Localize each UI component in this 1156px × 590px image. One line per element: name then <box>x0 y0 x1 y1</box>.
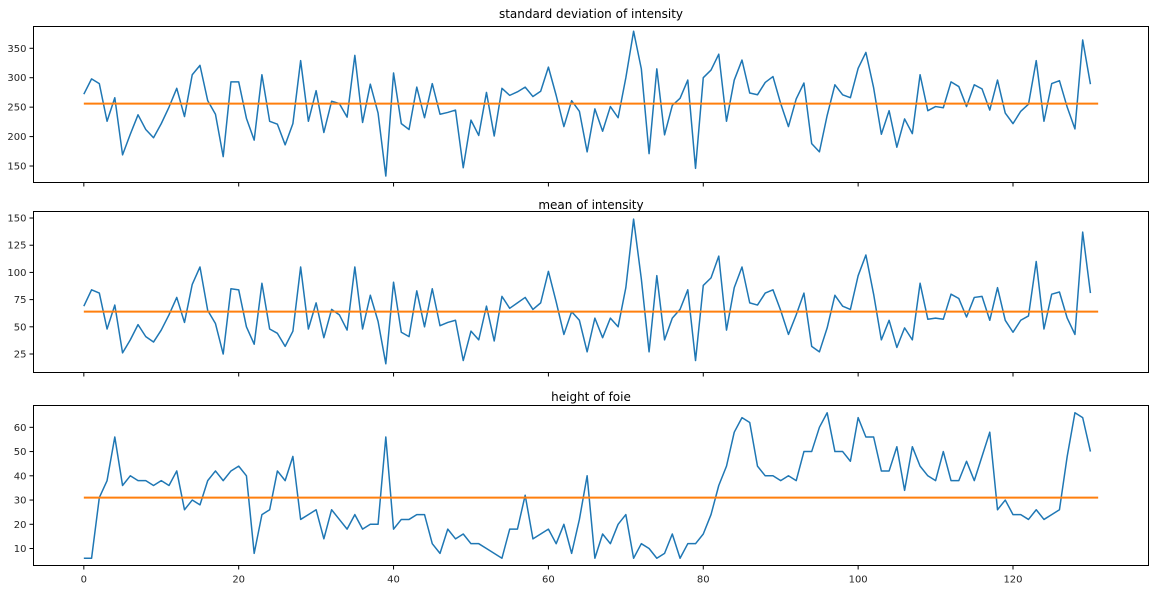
plot-frame <box>33 26 1149 183</box>
x-tick-label: 0 <box>81 575 87 586</box>
y-tick-label: 40 <box>14 471 27 482</box>
y-tick-label: 250 <box>7 103 26 114</box>
x-tick-label: 80 <box>697 575 710 586</box>
y-tick-label: 300 <box>7 73 26 84</box>
x-tick-label: 40 <box>387 575 400 586</box>
y-tick-label: 10 <box>14 544 27 555</box>
chart-title: mean of intensity <box>538 198 643 212</box>
y-tick-label: 125 <box>7 241 26 252</box>
x-tick-label: 60 <box>542 575 555 586</box>
x-tick-label: 120 <box>1003 575 1022 586</box>
subplot-mean-intensity: mean of intensity 25 50 75 100 125 150 <box>7 198 1149 377</box>
axis-ticks: 25 50 75 100 125 150 <box>7 214 1014 377</box>
y-tick-label: 100 <box>7 268 26 279</box>
y-tick-label: 30 <box>14 496 27 507</box>
chart-title: standard deviation of intensity <box>499 7 683 21</box>
y-tick-label: 60 <box>14 423 27 434</box>
series-marks <box>83 412 1099 559</box>
plot-frame <box>33 405 1149 566</box>
axis-ticks: 150 200 250 300 350 <box>7 44 1014 187</box>
y-tick-label: 25 <box>14 350 27 361</box>
y-tick-label: 150 <box>7 214 26 225</box>
y-tick-label: 20 <box>14 520 27 531</box>
series-marks <box>83 218 1099 365</box>
data-series-line <box>83 412 1092 559</box>
y-tick-label: 75 <box>14 295 27 306</box>
subplot-std-intensity: standard deviation of intensity 150 200 25… <box>7 7 1149 187</box>
chart-title: height of foie <box>551 390 631 404</box>
x-tick-label: 20 <box>232 575 245 586</box>
y-tick-label: 350 <box>7 44 26 55</box>
series-marks <box>83 30 1099 177</box>
y-tick-label: 50 <box>14 447 27 458</box>
plot-frame <box>33 211 1149 373</box>
axis-ticks: 10 20 30 40 50 60 0 20 40 60 80 100 120 <box>14 423 1023 586</box>
y-tick-label: 50 <box>14 322 27 333</box>
data-series-line <box>83 30 1092 177</box>
data-series-line <box>83 218 1092 365</box>
y-tick-label: 200 <box>7 132 26 143</box>
y-tick-label: 150 <box>7 162 26 173</box>
x-tick-label: 100 <box>849 575 868 586</box>
